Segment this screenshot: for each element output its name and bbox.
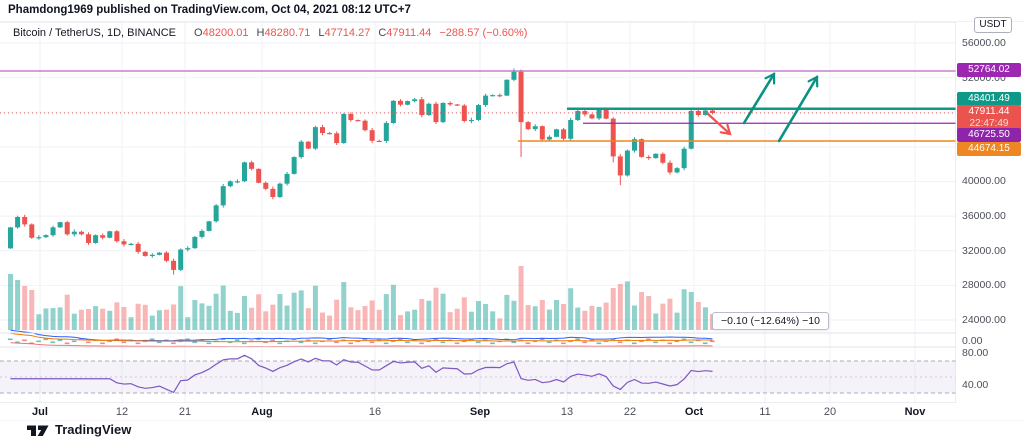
- ohlc-value: 47911.44: [386, 27, 432, 39]
- ohlc-label: H: [256, 27, 265, 39]
- price-tick-label: 56000.00: [962, 36, 1006, 49]
- indicator-tick-label: 80.00: [962, 347, 989, 359]
- level-badge-46725: 46725.50: [957, 128, 1021, 142]
- time-tick-label: 21: [178, 406, 192, 418]
- attribution-text: Phamdong1969 published on TradingView.co…: [8, 4, 411, 16]
- change-value: −288.57 (−0.60%): [439, 27, 528, 39]
- ohlc-values: O48200.01 H48280.71 L47714.27 C47911.44: [186, 27, 431, 39]
- indicator-value-tooltip: −0.10 (−12.64%) −10: [712, 312, 829, 330]
- symbol-legend: Bitcoin / TetherUS, 1D, BINANCE O48200.01…: [13, 27, 527, 39]
- time-tick-label: Aug: [251, 406, 273, 418]
- price-tick-label: 28000.00: [962, 279, 1006, 292]
- current-price-badge: 47911.44 22:47:49: [957, 105, 1021, 130]
- ohlc-value: 47714.27: [324, 27, 371, 39]
- countdown-timer: 22:47:49: [969, 118, 1009, 129]
- time-tick-label: Nov: [904, 406, 926, 418]
- level-badge-52764: 52764.02: [957, 63, 1021, 77]
- time-tick-label: 20: [823, 406, 837, 418]
- level-badge-48401: 48401.49: [957, 92, 1021, 106]
- currency-pill: USDT: [974, 17, 1012, 33]
- indicator-tick-label: 0.00: [962, 335, 983, 347]
- time-tick-label: 11: [759, 406, 771, 418]
- tradingview-logo-icon[interactable]: [27, 423, 49, 437]
- level-badge-44674: 44674.15: [957, 142, 1021, 156]
- time-tick-label: 22: [623, 406, 637, 418]
- time-tick-label: 13: [560, 406, 574, 418]
- symbol-title: Bitcoin / TetherUS, 1D, BINANCE: [13, 27, 177, 39]
- ohlc-value: 48280.71: [264, 27, 311, 39]
- footer: TradingView: [27, 422, 131, 437]
- ohlc-label: L: [318, 27, 325, 39]
- ohlc-label: O: [194, 27, 203, 39]
- ohlc-value: 48200.01: [202, 27, 249, 39]
- price-tick-label: 32000.00: [962, 244, 1006, 257]
- tradingview-brand[interactable]: TradingView: [55, 422, 132, 437]
- time-tick-label: 12: [115, 406, 129, 418]
- price-scale[interactable]: 56000.00 52000.00 40000.00 36000.00 32000.00…: [956, 22, 1024, 403]
- price-tick-label: 36000.00: [962, 210, 1006, 223]
- time-tick-label: Sep: [469, 406, 491, 418]
- time-tick-label: Oct: [684, 406, 704, 418]
- time-scale[interactable]: Jul 12 21 Aug 16 Sep 13 22 Oct 11 20 Nov: [0, 403, 1024, 420]
- indicator-tick-label: 40.00: [962, 379, 989, 391]
- price-tick-label: 40000.00: [962, 175, 1006, 188]
- time-tick-label: 16: [368, 406, 382, 418]
- time-tick-label: Jul: [32, 406, 48, 418]
- ohlc-label: C: [378, 27, 387, 39]
- price-tick-label: 24000.00: [962, 314, 1006, 326]
